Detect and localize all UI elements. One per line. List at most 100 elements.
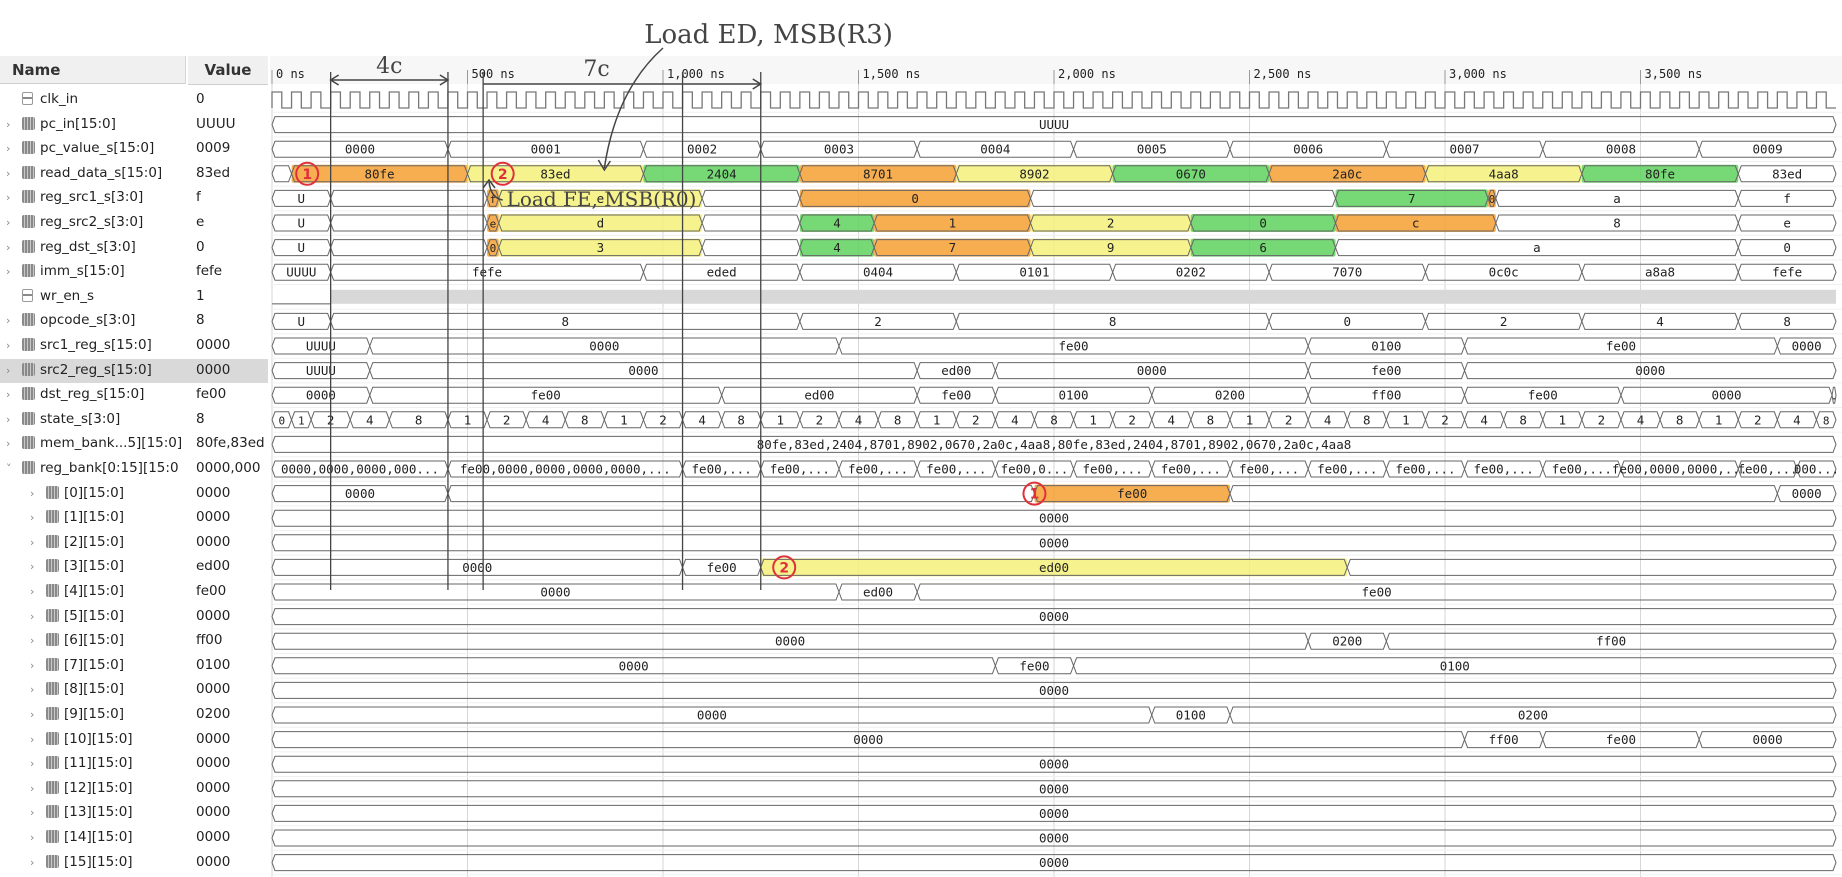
expand-arrow-icon[interactable]: › xyxy=(30,683,35,697)
bus-segment[interactable] xyxy=(271,608,1837,626)
bus-segment[interactable] xyxy=(1464,362,1837,380)
expand-arrow-icon[interactable]: › xyxy=(30,708,35,721)
bus-segment[interactable] xyxy=(271,755,1837,773)
signal-row[interactable]: › [3][15:0] xyxy=(0,555,188,579)
signal-row[interactable]: › [4][15:0] xyxy=(0,580,188,604)
time-ruler[interactable] xyxy=(270,56,1842,84)
expand-arrow-icon[interactable]: › xyxy=(6,388,11,402)
signal-row[interactable]: › [10][15:0] xyxy=(0,728,188,752)
clk-waveform[interactable] xyxy=(271,91,1836,109)
bus-segment[interactable] xyxy=(1346,558,1837,576)
signal-row[interactable]: › [0][15:0] xyxy=(0,482,188,506)
expand-arrow-icon[interactable]: › xyxy=(6,412,11,426)
bus-segment[interactable] xyxy=(271,829,1837,847)
expand-arrow-icon[interactable]: › xyxy=(30,585,35,598)
signal-row[interactable]: › dst_reg_s[15:0] xyxy=(0,383,188,407)
signal-row[interactable]: clk_in xyxy=(0,88,188,112)
bus-segment[interactable] xyxy=(1737,165,1837,183)
bus-segment[interactable] xyxy=(1796,460,1837,478)
bus-segment[interactable] xyxy=(271,681,1837,699)
expand-arrow-icon[interactable]: › xyxy=(6,437,11,451)
bus-segment[interactable] xyxy=(1073,657,1837,675)
signal-row[interactable]: › reg_dst_s[3:0] xyxy=(0,236,188,260)
expand-arrow-icon[interactable]: › xyxy=(30,831,35,844)
bus-segment[interactable] xyxy=(271,509,1837,527)
signal-row[interactable]: wr_en_s xyxy=(0,285,188,309)
signal-row[interactable]: › src2_reg_s[15:0] xyxy=(0,358,188,383)
expand-arrow-icon[interactable]: › xyxy=(6,142,11,156)
expand-arrow-icon[interactable]: › xyxy=(6,314,11,328)
expand-arrow-icon[interactable]: › xyxy=(30,535,35,549)
expand-arrow-icon[interactable]: › xyxy=(30,609,35,623)
bus-segment[interactable] xyxy=(271,534,1837,552)
signal-row[interactable]: › state_s[3:0] xyxy=(0,408,188,432)
signal-row[interactable]: › [1][15:0] xyxy=(0,506,188,530)
bus-segment[interactable] xyxy=(330,239,488,257)
signal-row[interactable]: › [2][15:0] xyxy=(0,531,188,555)
bus-segment[interactable] xyxy=(701,189,801,207)
bus-segment[interactable] xyxy=(701,214,801,232)
bus-segment[interactable] xyxy=(271,165,293,183)
bus-segment[interactable] xyxy=(1737,263,1837,281)
bus-segment[interactable] xyxy=(1776,337,1837,355)
signal-row[interactable]: › [6][15:0] xyxy=(0,629,188,653)
bus-segment[interactable] xyxy=(1776,485,1837,503)
bus-segment[interactable] xyxy=(1698,731,1837,749)
waveform-canvas[interactable]: 0 ns 500 ns 1,000 ns 1,500 ns 2,000 ns 2,500 … xyxy=(270,0,1842,877)
name-column-header[interactable]: Name xyxy=(0,56,186,84)
expand-arrow-icon[interactable]: › xyxy=(30,560,35,574)
signal-row[interactable]: › [11][15:0] xyxy=(0,752,188,776)
bus-segment[interactable] xyxy=(1385,632,1837,650)
bus-segment[interactable] xyxy=(271,854,1837,872)
expand-arrow-icon[interactable]: › xyxy=(30,855,35,869)
signal-row[interactable]: › reg_src1_s[3:0] xyxy=(0,186,188,210)
expand-arrow-icon[interactable]: › xyxy=(6,339,11,352)
signal-row[interactable]: › [15][15:0] xyxy=(0,851,188,875)
wr-en-high[interactable] xyxy=(330,289,1836,304)
expand-arrow-icon[interactable]: › xyxy=(6,265,11,279)
signal-row[interactable]: › pc_in[15:0] xyxy=(0,113,188,137)
expand-arrow-icon[interactable]: › xyxy=(30,732,35,746)
expand-arrow-icon[interactable]: › xyxy=(6,216,11,229)
bus-segment[interactable] xyxy=(447,485,1035,503)
signal-row[interactable]: › [7][15:0] xyxy=(0,654,188,678)
bus-segment[interactable] xyxy=(1815,411,1837,429)
signal-row[interactable]: › [8][15:0] xyxy=(0,678,188,702)
signal-row[interactable]: › reg_src2_s[3:0] xyxy=(0,211,188,235)
bus-segment[interactable] xyxy=(271,804,1837,822)
signal-row[interactable]: › [13][15:0] xyxy=(0,801,188,825)
expand-arrow-icon[interactable]: › xyxy=(30,806,35,820)
bus-segment[interactable] xyxy=(1229,706,1837,724)
bus-segment[interactable] xyxy=(1030,189,1337,207)
bus-segment[interactable] xyxy=(271,435,1837,453)
bus-segment[interactable] xyxy=(1737,312,1837,330)
bus-segment[interactable] xyxy=(1737,239,1837,257)
signal-row[interactable]: › opcode_s[3:0] xyxy=(0,309,188,333)
expand-arrow-icon[interactable]: › xyxy=(6,166,11,180)
bus-segment[interactable] xyxy=(701,239,801,257)
expand-arrow-icon[interactable]: › xyxy=(30,757,35,771)
expand-arrow-icon[interactable]: › xyxy=(6,191,11,205)
expand-arrow-icon[interactable]: › xyxy=(6,117,11,131)
expand-arrow-icon[interactable]: › xyxy=(30,511,35,525)
bus-segment[interactable] xyxy=(330,214,488,232)
expand-arrow-icon[interactable]: › xyxy=(6,240,11,254)
bus-segment[interactable] xyxy=(271,780,1837,798)
bus-segment[interactable] xyxy=(1229,485,1778,503)
bus-segment[interactable] xyxy=(1831,386,1837,404)
signal-row[interactable]: › read_data_s[15:0] xyxy=(0,162,188,186)
signal-row[interactable]: › imm_s[15:0] xyxy=(0,260,188,284)
value-column-header[interactable]: Value xyxy=(188,56,268,85)
expand-arrow-icon[interactable]: › xyxy=(30,634,35,648)
signal-row[interactable]: › [5][15:0] xyxy=(0,605,188,629)
collapse-arrow-icon[interactable]: ˅ xyxy=(6,462,12,475)
bus-segment[interactable] xyxy=(916,583,1837,601)
signal-row[interactable]: › [14][15:0] xyxy=(0,826,188,850)
expand-arrow-icon[interactable]: › xyxy=(30,658,35,672)
signal-row[interactable]: › mem_bank...5][15:0] xyxy=(0,432,188,456)
bus-segment[interactable] xyxy=(1737,189,1837,207)
expand-arrow-icon[interactable]: › xyxy=(30,486,35,500)
bus-segment[interactable] xyxy=(1698,140,1837,158)
signal-row[interactable]: › src1_reg_s[15:0] xyxy=(0,334,188,358)
bus-segment[interactable] xyxy=(330,189,488,207)
